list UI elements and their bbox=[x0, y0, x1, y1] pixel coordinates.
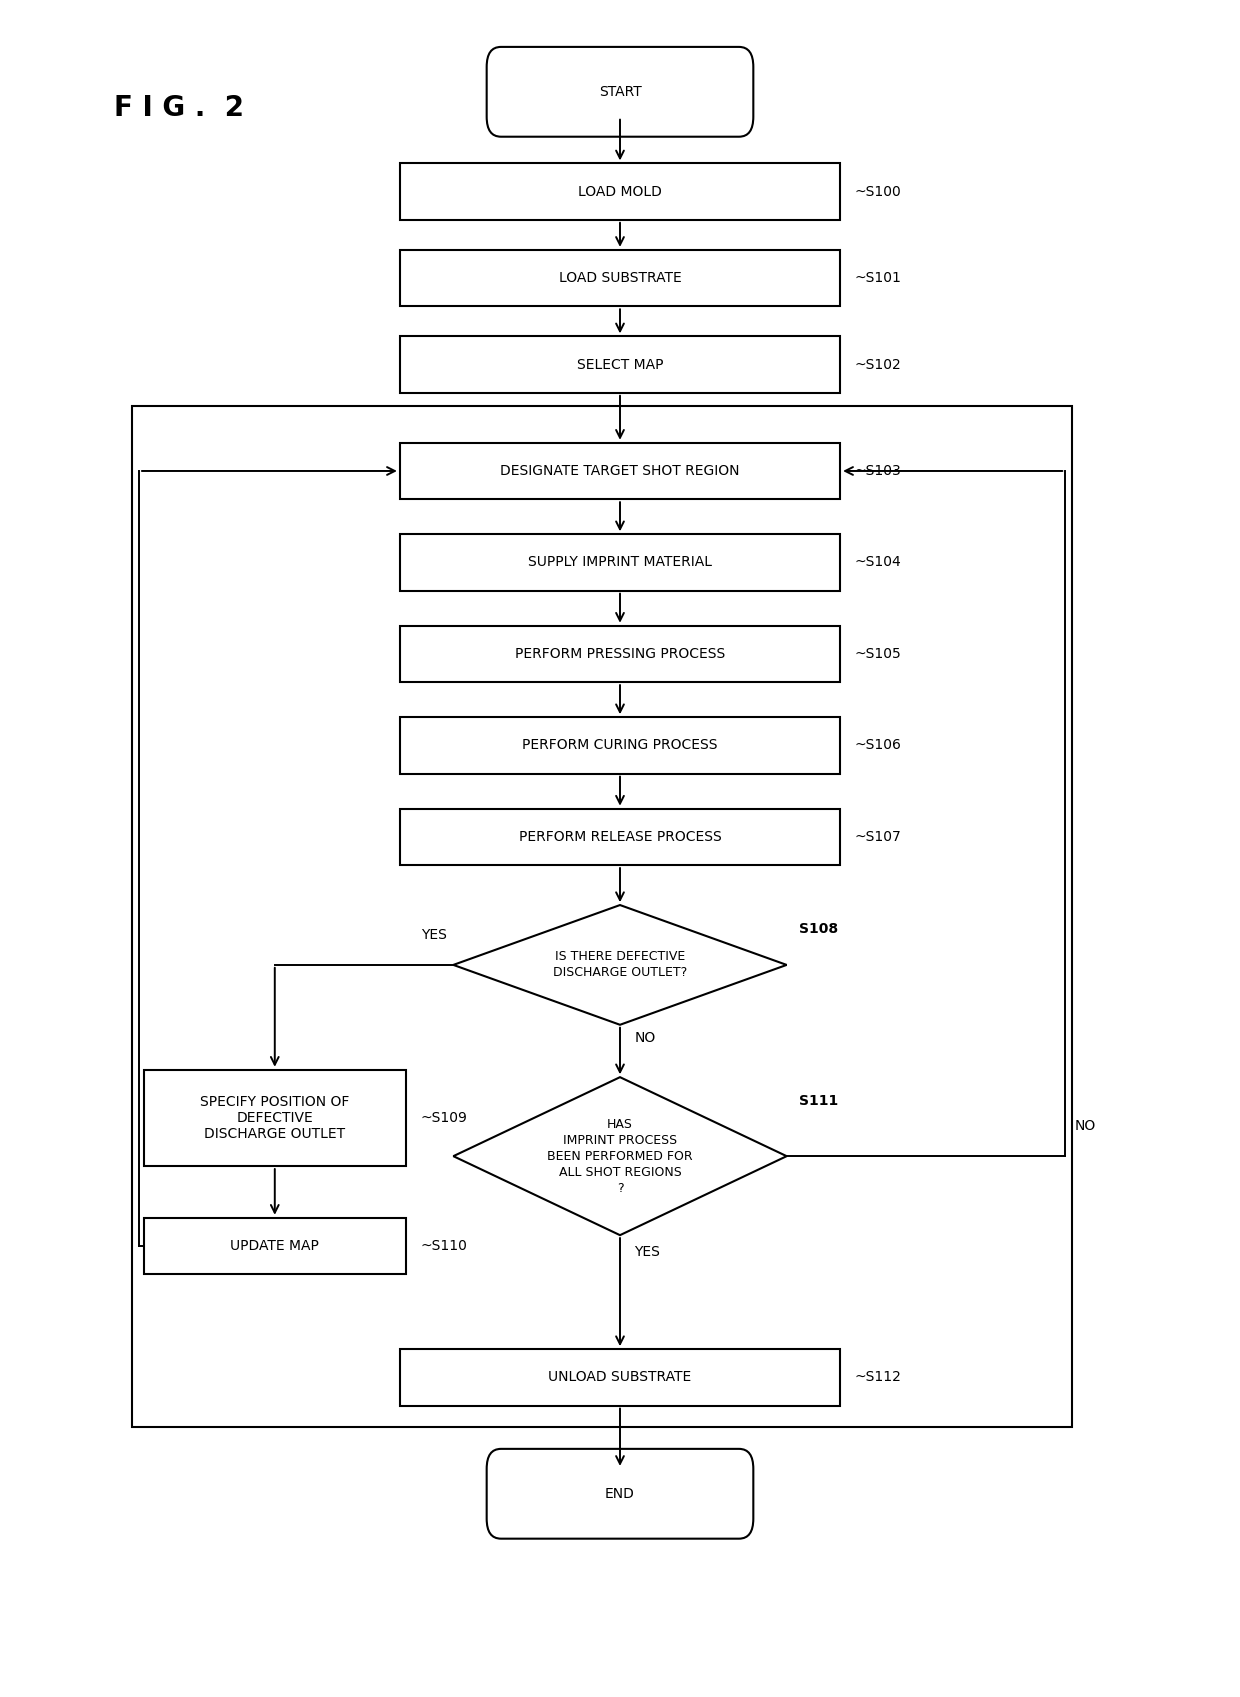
Text: LOAD MOLD: LOAD MOLD bbox=[578, 185, 662, 199]
Text: ~S112: ~S112 bbox=[854, 1371, 901, 1385]
FancyBboxPatch shape bbox=[144, 1218, 405, 1274]
FancyBboxPatch shape bbox=[399, 718, 841, 774]
FancyBboxPatch shape bbox=[399, 808, 841, 865]
Text: LOAD SUBSTRATE: LOAD SUBSTRATE bbox=[559, 272, 681, 285]
Text: ~S106: ~S106 bbox=[854, 738, 901, 752]
Text: YES: YES bbox=[422, 928, 448, 942]
Text: IS THERE DEFECTIVE
DISCHARGE OUTLET?: IS THERE DEFECTIVE DISCHARGE OUTLET? bbox=[553, 950, 687, 979]
FancyBboxPatch shape bbox=[399, 1349, 841, 1405]
FancyBboxPatch shape bbox=[144, 1069, 405, 1166]
FancyBboxPatch shape bbox=[399, 249, 841, 307]
Text: S108: S108 bbox=[799, 921, 838, 935]
FancyBboxPatch shape bbox=[399, 443, 841, 499]
Text: ~S100: ~S100 bbox=[854, 185, 901, 199]
Text: F I G .  2: F I G . 2 bbox=[114, 95, 244, 122]
Text: ~S102: ~S102 bbox=[854, 358, 901, 372]
Text: ~S104: ~S104 bbox=[854, 555, 901, 570]
Text: UPDATE MAP: UPDATE MAP bbox=[231, 1239, 319, 1252]
FancyBboxPatch shape bbox=[399, 626, 841, 682]
FancyBboxPatch shape bbox=[399, 163, 841, 221]
Text: PERFORM PRESSING PROCESS: PERFORM PRESSING PROCESS bbox=[515, 647, 725, 660]
Text: NO: NO bbox=[635, 1032, 656, 1045]
Text: ~S103: ~S103 bbox=[854, 463, 901, 479]
Text: YES: YES bbox=[635, 1246, 660, 1259]
Text: ~S109: ~S109 bbox=[420, 1112, 467, 1125]
Text: PERFORM CURING PROCESS: PERFORM CURING PROCESS bbox=[522, 738, 718, 752]
FancyBboxPatch shape bbox=[486, 48, 754, 137]
Text: DESIGNATE TARGET SHOT REGION: DESIGNATE TARGET SHOT REGION bbox=[500, 463, 740, 479]
FancyBboxPatch shape bbox=[399, 535, 841, 591]
Text: SUPPLY IMPRINT MATERIAL: SUPPLY IMPRINT MATERIAL bbox=[528, 555, 712, 570]
Polygon shape bbox=[454, 905, 786, 1025]
Polygon shape bbox=[454, 1078, 786, 1235]
FancyBboxPatch shape bbox=[486, 1449, 754, 1539]
Text: END: END bbox=[605, 1487, 635, 1500]
Text: UNLOAD SUBSTRATE: UNLOAD SUBSTRATE bbox=[548, 1371, 692, 1385]
FancyBboxPatch shape bbox=[399, 336, 841, 392]
Text: PERFORM RELEASE PROCESS: PERFORM RELEASE PROCESS bbox=[518, 830, 722, 843]
Text: ~S101: ~S101 bbox=[854, 272, 901, 285]
Text: ~S105: ~S105 bbox=[854, 647, 901, 660]
Text: SPECIFY POSITION OF
DEFECTIVE
DISCHARGE OUTLET: SPECIFY POSITION OF DEFECTIVE DISCHARGE … bbox=[200, 1095, 350, 1140]
Text: START: START bbox=[599, 85, 641, 98]
Text: ~S107: ~S107 bbox=[854, 830, 901, 843]
Text: SELECT MAP: SELECT MAP bbox=[577, 358, 663, 372]
Text: NO: NO bbox=[1075, 1120, 1096, 1134]
Text: S111: S111 bbox=[799, 1095, 838, 1108]
Text: HAS
IMPRINT PROCESS
BEEN PERFORMED FOR
ALL SHOT REGIONS
?: HAS IMPRINT PROCESS BEEN PERFORMED FOR A… bbox=[547, 1118, 693, 1195]
Text: ~S110: ~S110 bbox=[420, 1239, 467, 1252]
